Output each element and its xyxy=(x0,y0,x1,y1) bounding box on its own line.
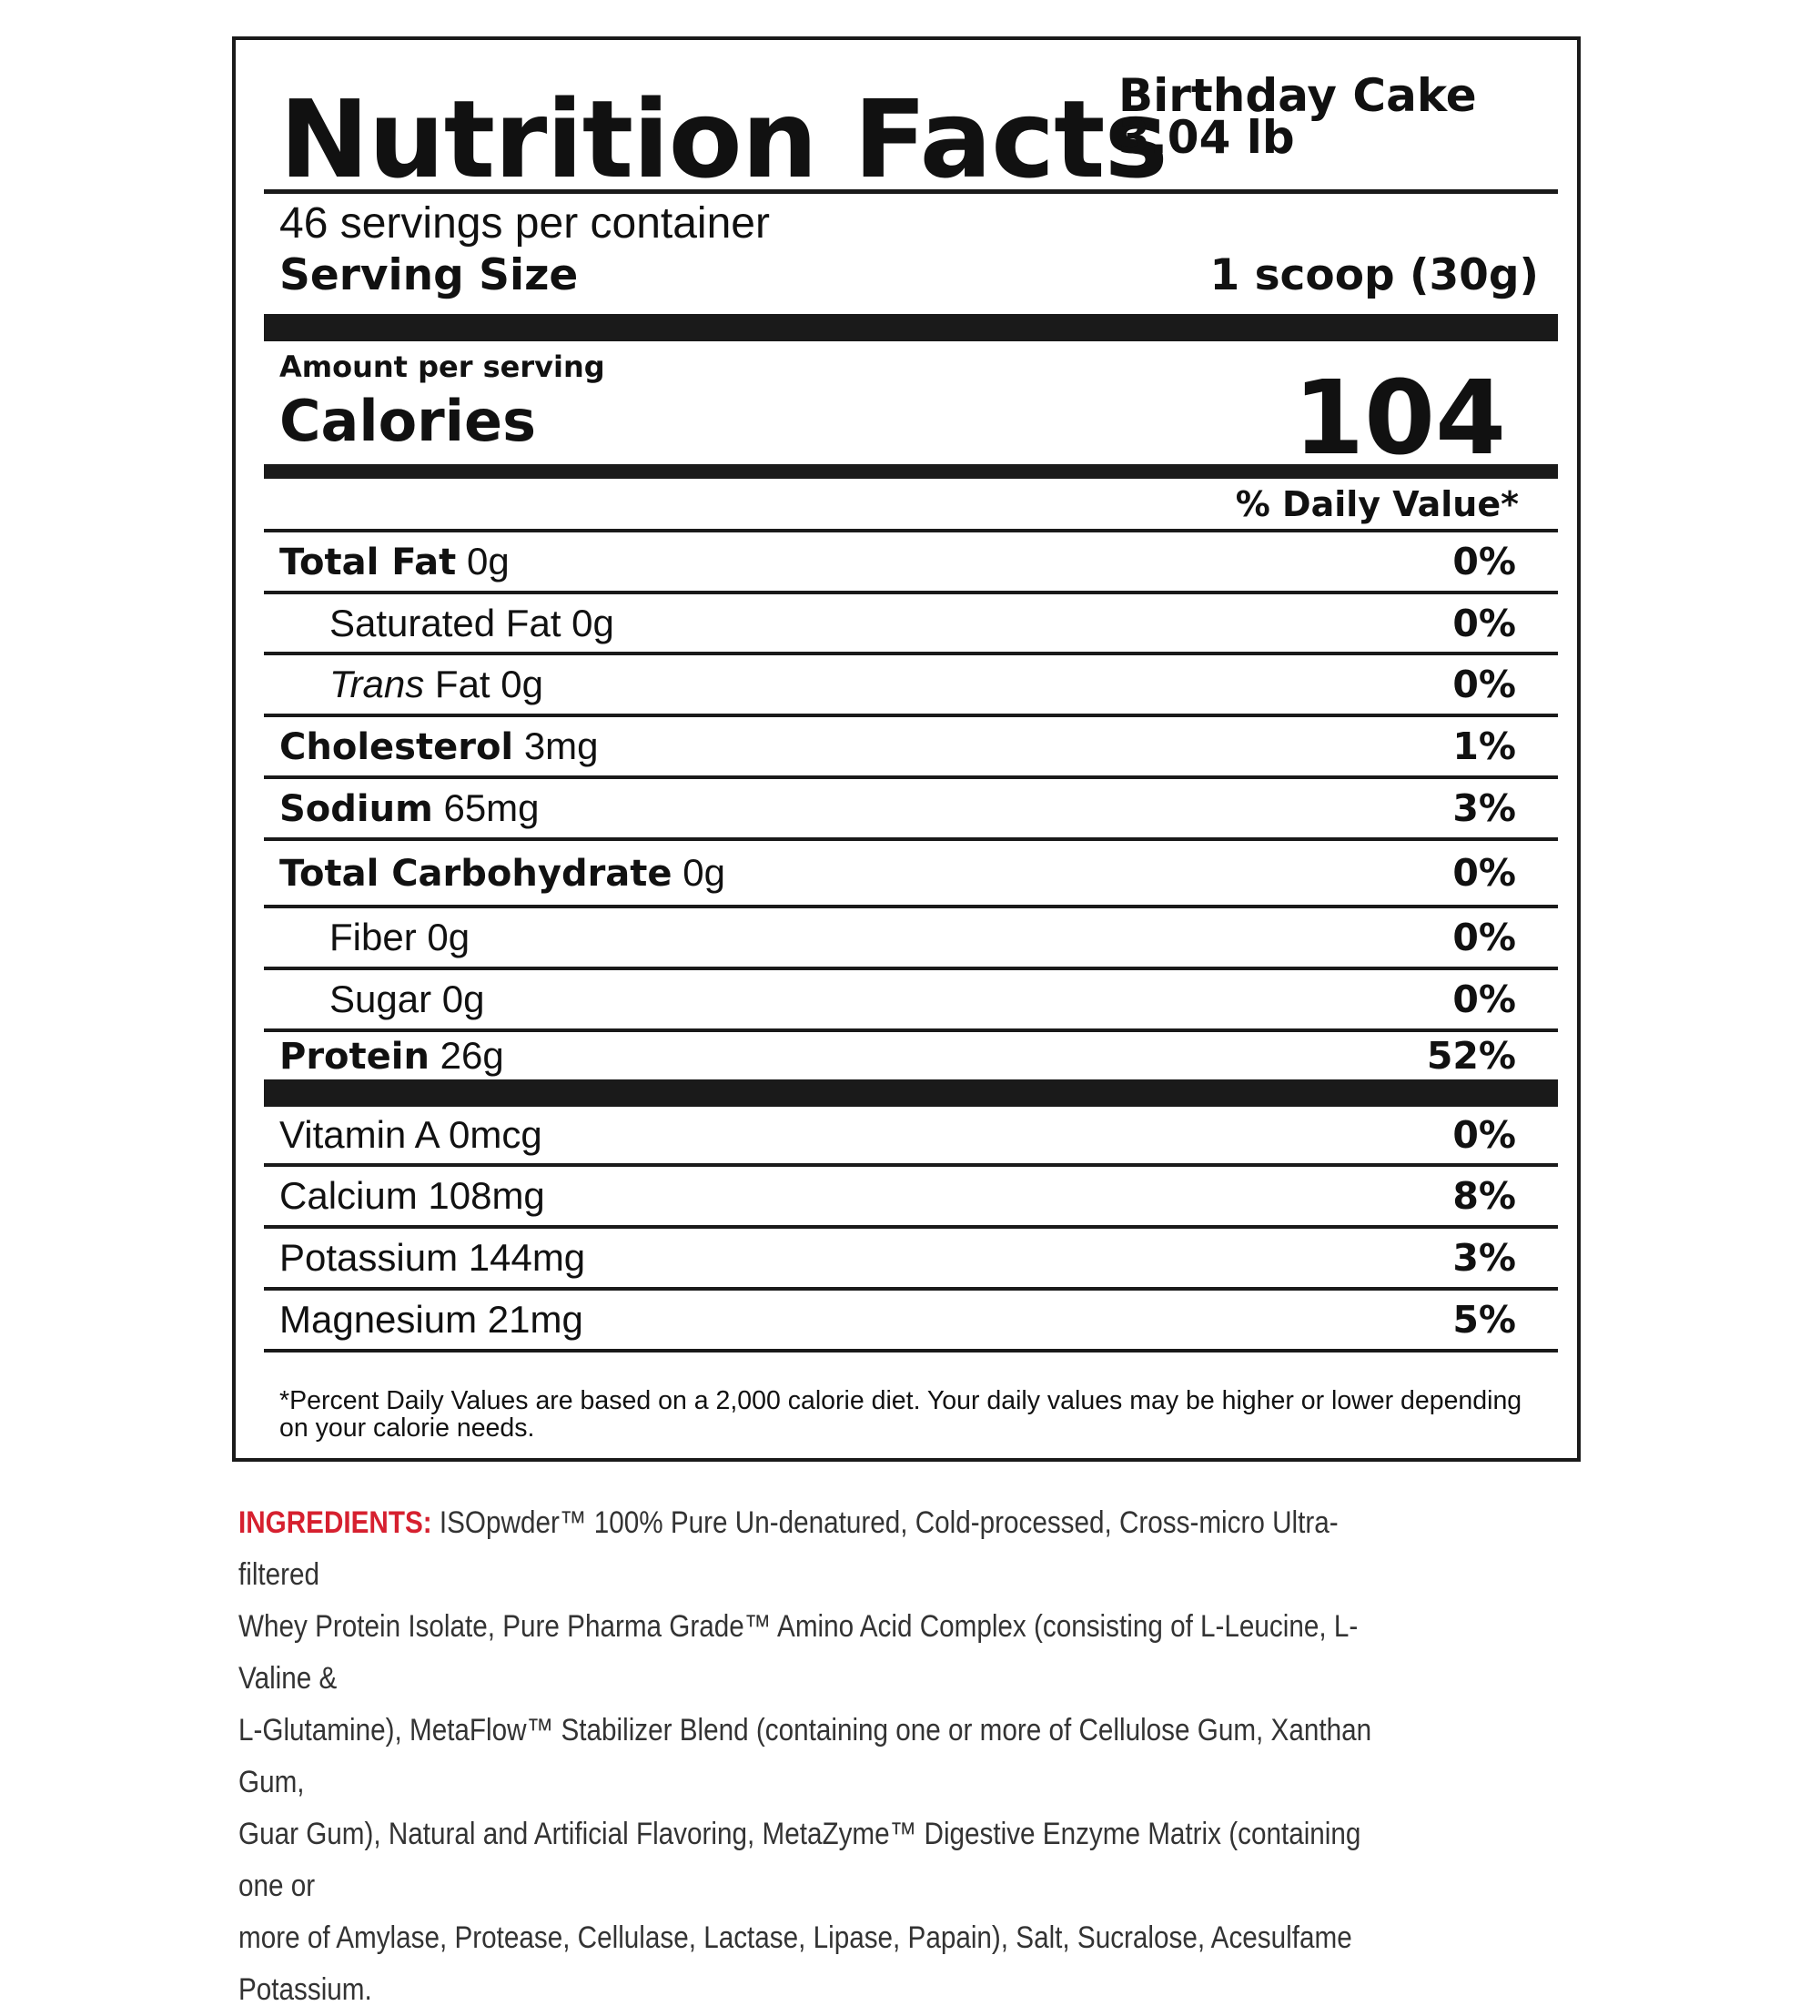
servings-per-container: 46 servings per container xyxy=(279,199,770,248)
vitamin-name: Calcium 108mg xyxy=(279,1174,545,1217)
vitamin-daily-value: 3% xyxy=(1452,1236,1516,1280)
ingredients-line: ISOpwder™ 100% Pure Un-denatured, Cold-p… xyxy=(238,1505,1339,1592)
divider xyxy=(264,189,1558,194)
vitamin-row: Vitamin A 0mcg 0% xyxy=(264,1107,1558,1167)
nutrient-name-bold: Cholesterol xyxy=(279,726,514,768)
thick-divider xyxy=(264,1079,1558,1107)
nutrient-name-bold: Sodium xyxy=(279,788,433,830)
divider xyxy=(264,529,1558,532)
nutrient-row: Total Carbohydrate 0g 0% xyxy=(264,841,1558,908)
nutrient-amount: 26g xyxy=(440,1034,504,1077)
serving-size-value: 1 scoop (30g) xyxy=(1209,250,1540,300)
nutrient-name: Total Fat 0g xyxy=(279,540,510,583)
nutrient-daily-value: 52% xyxy=(1426,1034,1516,1078)
flavor-name: Birthday Cake xyxy=(1118,69,1477,122)
ingredients-line: Whey Protein Isolate, Pure Pharma Grade™… xyxy=(238,1609,1359,1696)
nutrient-name-rest: Fat 0g xyxy=(434,663,543,705)
nutrient-daily-value: 0% xyxy=(1452,601,1516,645)
nutrient-name: Total Carbohydrate 0g xyxy=(279,851,725,895)
nutrient-name: Trans Fat 0g xyxy=(329,663,543,706)
thick-divider xyxy=(264,314,1558,341)
calories-label: Calories xyxy=(279,388,536,454)
calories-value: 104 xyxy=(1293,360,1506,478)
vitamin-name: Magnesium 21mg xyxy=(279,1298,583,1341)
ingredients-heading: INGREDIENTS: xyxy=(238,1505,432,1540)
nutrient-name-bold: Total Carbohydrate xyxy=(279,853,672,895)
nutrient-daily-value: 0% xyxy=(1452,663,1516,706)
vitamin-row: Calcium 108mg 8% xyxy=(264,1167,1558,1229)
ingredients-line: more of Amylase, Protease, Cellulase, La… xyxy=(238,1920,1352,2007)
nutrient-daily-value: 0% xyxy=(1452,978,1516,1021)
nutrient-row: Total Fat 0g 0% xyxy=(264,532,1558,594)
serving-size-label: Serving Size xyxy=(279,250,579,300)
nutrient-name-bold: Total Fat xyxy=(279,542,457,583)
nutrient-name: Fiber 0g xyxy=(329,916,470,958)
vitamin-daily-value: 8% xyxy=(1452,1174,1516,1218)
ingredients-line: L-Glutamine), MetaFlow™ Stabilizer Blend… xyxy=(238,1713,1372,1799)
nutrient-row: Protein 26g 52% xyxy=(264,1032,1558,1079)
nutrient-name: Cholesterol 3mg xyxy=(279,724,599,768)
container-weight: 3.04 lb xyxy=(1118,111,1295,164)
nutrition-facts-panel: Nutrition Facts Birthday Cake 3.04 lb 46… xyxy=(232,36,1581,1462)
nutrient-name-italic: Trans xyxy=(329,663,425,705)
nutrient-name: Sugar 0g xyxy=(329,978,485,1020)
nutrient-amount: 65mg xyxy=(443,786,540,829)
vitamin-name: Vitamin A 0mcg xyxy=(279,1113,542,1156)
nutrient-daily-value: 0% xyxy=(1452,851,1516,895)
vitamin-row: Potassium 144mg 3% xyxy=(264,1229,1558,1291)
panel-title: Nutrition Facts xyxy=(279,76,1168,202)
nutrient-name: Sodium 65mg xyxy=(279,786,540,830)
nutrient-name: Protein 26g xyxy=(279,1034,504,1078)
nutrient-row: Saturated Fat 0g 0% xyxy=(264,594,1558,655)
nutrient-row: Sugar 0g 0% xyxy=(264,970,1558,1032)
nutrient-name-bold: Protein xyxy=(279,1036,430,1078)
footnote: *Percent Daily Values are based on a 2,0… xyxy=(279,1386,1522,1443)
nutrient-row: Fiber 0g 0% xyxy=(264,908,1558,970)
ingredients-line: Guar Gum), Natural and Artificial Flavor… xyxy=(238,1817,1361,1903)
nutrient-daily-value: 0% xyxy=(1452,540,1516,583)
vitamin-daily-value: 5% xyxy=(1452,1298,1516,1342)
nutrient-amount: 0g xyxy=(682,851,725,894)
vitamin-row: Magnesium 21mg 5% xyxy=(264,1291,1558,1352)
nutrient-row: Trans Fat 0g 0% xyxy=(264,655,1558,717)
nutrient-daily-value: 1% xyxy=(1452,724,1516,768)
amount-per-serving: Amount per serving xyxy=(279,350,605,384)
nutrient-name: Saturated Fat 0g xyxy=(329,601,614,644)
ingredients-block: INGREDIENTS: ISOpwder™ 100% Pure Un-dena… xyxy=(238,1497,1412,2016)
vitamin-daily-value: 0% xyxy=(1452,1113,1516,1157)
nutrient-daily-value: 3% xyxy=(1452,786,1516,830)
nutrient-daily-value: 0% xyxy=(1452,916,1516,959)
nutrient-amount: 3mg xyxy=(523,724,599,767)
nutrient-row: Cholesterol 3mg 1% xyxy=(264,717,1558,779)
medium-divider xyxy=(264,464,1558,479)
nutrient-row: Sodium 65mg 3% xyxy=(264,779,1558,841)
vitamin-name: Potassium 144mg xyxy=(279,1236,586,1279)
daily-value-header: % Daily Value* xyxy=(1235,484,1519,524)
product-flavor-weight: Birthday Cake 3.04 lb xyxy=(1118,69,1477,164)
nutrient-amount: 0g xyxy=(466,540,510,583)
